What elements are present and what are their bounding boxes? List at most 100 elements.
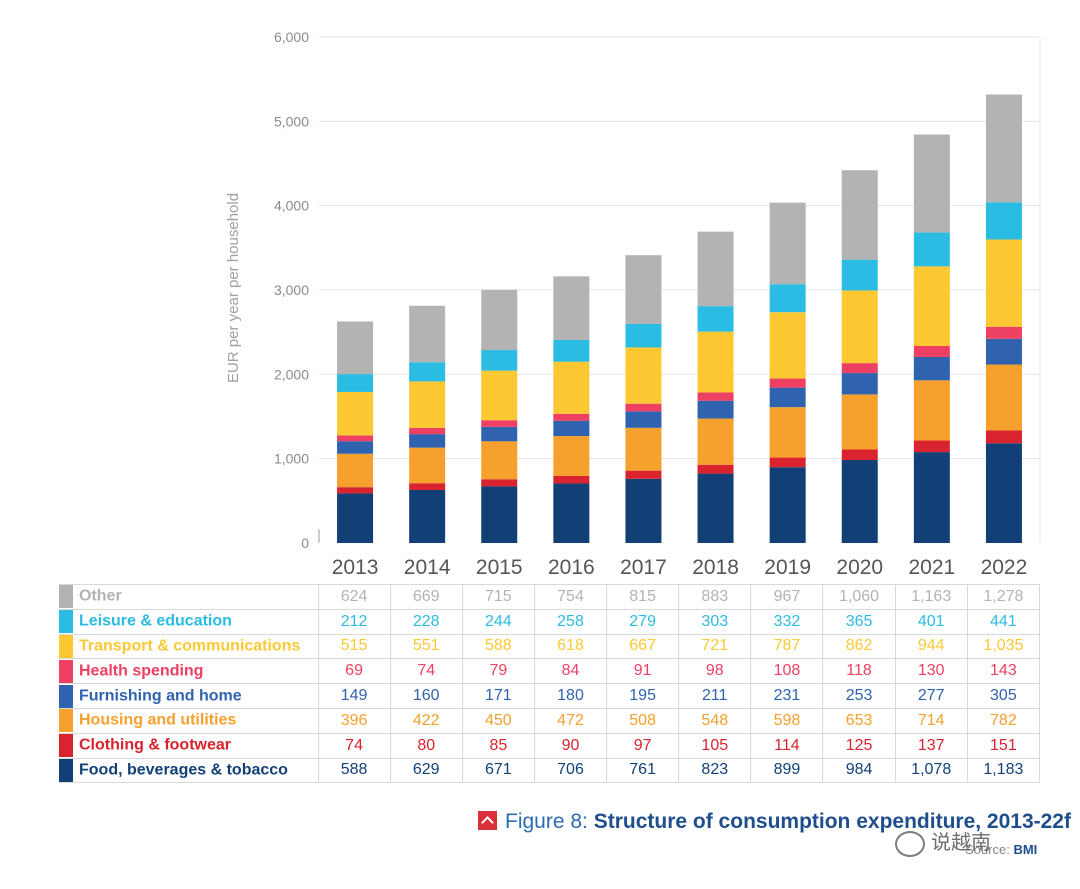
bar-furnishing-and-home-2016 [553,420,590,437]
data-cell: 761 [606,757,680,784]
data-cell: 472 [533,707,608,734]
data-cell: 332 [750,608,824,635]
data-cell: 277 [894,683,968,709]
data-cell: 706 [533,757,608,784]
bar-transport-communications-2016 [553,361,590,414]
bar-transport-communications-2013 [337,391,374,436]
table-row: Other 624 669 715 754 815 883 967 1,060 1,163 1,27… [59,584,1041,610]
bar-food-beverages-tobacco-2018 [697,473,734,543]
data-cell: 441 [966,608,1041,635]
data-cell: 754 [533,584,608,610]
data-cell: 984 [822,757,896,784]
y-tick-label: 2,000 [274,366,309,382]
row-label-cell: Housing and utilities [59,707,319,734]
bar-housing-and-utilities-2018 [697,418,734,465]
legend-swatch [59,684,73,708]
data-cell: 551 [389,633,463,660]
data-cell: 180 [533,683,608,709]
data-cell: 365 [822,608,896,635]
data-cell: 160 [389,683,463,709]
bar-transport-communications-2020 [841,290,878,364]
bar-health-spending-2015 [481,420,518,427]
bar-leisure-education-2018 [697,306,734,332]
data-cell: 79 [461,658,535,685]
data-cell: 80 [389,732,463,759]
table-row: Health spending 69 74 79 84 91 98 108 118 130 143 [59,658,1041,685]
y-tick-label: 3,000 [274,282,309,298]
bar-food-beverages-tobacco-2019 [769,467,806,543]
data-cell: 279 [606,608,680,635]
data-cell: 151 [966,732,1041,759]
legend-swatch [59,659,73,683]
bar-health-spending-2021 [913,345,950,357]
legend-label: Clothing & footwear [79,736,231,754]
data-cell: 823 [678,757,752,784]
y-tick-label: 1,000 [274,451,309,467]
bar-housing-and-utilities-2019 [769,407,806,458]
bar-other-2016 [553,276,590,340]
bar-housing-and-utilities-2013 [337,453,374,488]
watermark-text: 说越南 [931,832,991,854]
caption-lead: Figure 8: [505,810,588,833]
bar-other-2021 [913,134,950,233]
data-cell: 228 [389,608,463,635]
legend-label: Housing and utilities [79,711,237,729]
data-cell: 105 [678,732,752,759]
data-cell: 253 [822,683,896,709]
data-cell: 624 [317,584,391,610]
legend-swatch [59,585,73,609]
data-cell: 97 [606,732,680,759]
data-cell: 967 [750,584,824,610]
data-cell: 303 [678,608,752,635]
data-cell: 508 [606,707,680,734]
bar-furnishing-and-home-2018 [697,400,734,419]
data-cell: 137 [894,732,968,759]
data-cell: 85 [461,732,535,759]
data-cell: 258 [533,608,608,635]
data-cell: 588 [317,757,391,784]
bar-clothing-footwear-2014 [409,483,446,490]
y-tick-label: 5,000 [274,113,309,129]
bar-health-spending-2016 [553,413,590,421]
data-cell: 1,163 [894,584,968,610]
data-cell: 74 [317,732,391,759]
data-cell: 98 [678,658,752,685]
legend-label: Health spending [79,662,204,680]
data-cell: 787 [750,633,824,660]
figure-caption: Figure 8: Structure of consumption expen… [478,810,1071,834]
data-cell: 244 [461,608,535,635]
bar-food-beverages-tobacco-2021 [913,452,950,543]
x-tick-label: 2016 [548,556,595,579]
table-row: Housing and utilities 396 422 450 472 508 548 5… [59,707,1041,734]
bar-other-2015 [481,289,518,351]
bar-clothing-footwear-2020 [841,449,878,461]
data-cell: 143 [966,658,1041,685]
bar-health-spending-2019 [769,378,806,388]
data-cell: 91 [606,658,680,685]
bar-transport-communications-2022 [985,239,1022,327]
data-cell: 515 [317,633,391,660]
data-cell: 1,035 [966,633,1041,660]
bar-leisure-education-2021 [913,232,950,267]
table-row: Food, beverages & tobacco 588 629 671 706 761… [59,757,1041,784]
bar-transport-communications-2017 [625,347,662,404]
row-label-cell: Clothing & footwear [59,732,319,759]
data-cell: 1,078 [894,757,968,784]
bar-health-spending-2017 [625,403,662,412]
data-cell: 211 [678,683,752,709]
data-cell: 944 [894,633,968,660]
bar-clothing-footwear-2021 [913,440,950,453]
bar-health-spending-2013 [337,435,374,442]
bar-clothing-footwear-2022 [985,430,1022,444]
bar-other-2014 [409,305,446,363]
bar-furnishing-and-home-2020 [841,373,878,395]
data-cell: 721 [678,633,752,660]
data-cell: 84 [533,658,608,685]
data-cell: 862 [822,633,896,660]
data-cell: 401 [894,608,968,635]
bar-other-2020 [841,170,878,260]
bar-transport-communications-2018 [697,331,734,393]
bar-housing-and-utilities-2014 [409,447,446,484]
data-cell: 588 [461,633,535,660]
y-axis-label: EUR per year per household [225,193,242,383]
